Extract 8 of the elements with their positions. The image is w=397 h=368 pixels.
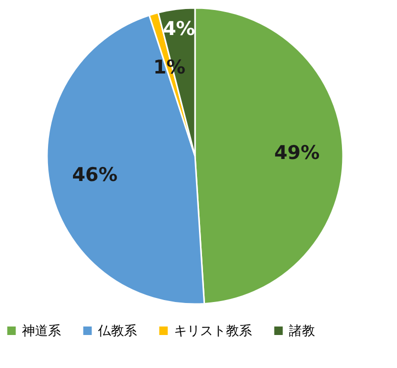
- legend-label: キリスト教系: [174, 324, 252, 339]
- data-label: 4%: [162, 18, 196, 40]
- legend-label: 諸教: [289, 324, 315, 339]
- data-label: 1%: [153, 56, 186, 79]
- data-label: 49%: [274, 142, 320, 164]
- data-label: 46%: [72, 164, 118, 186]
- legend-label: 神道系: [22, 324, 61, 339]
- legend-label: 仏教系: [97, 324, 137, 339]
